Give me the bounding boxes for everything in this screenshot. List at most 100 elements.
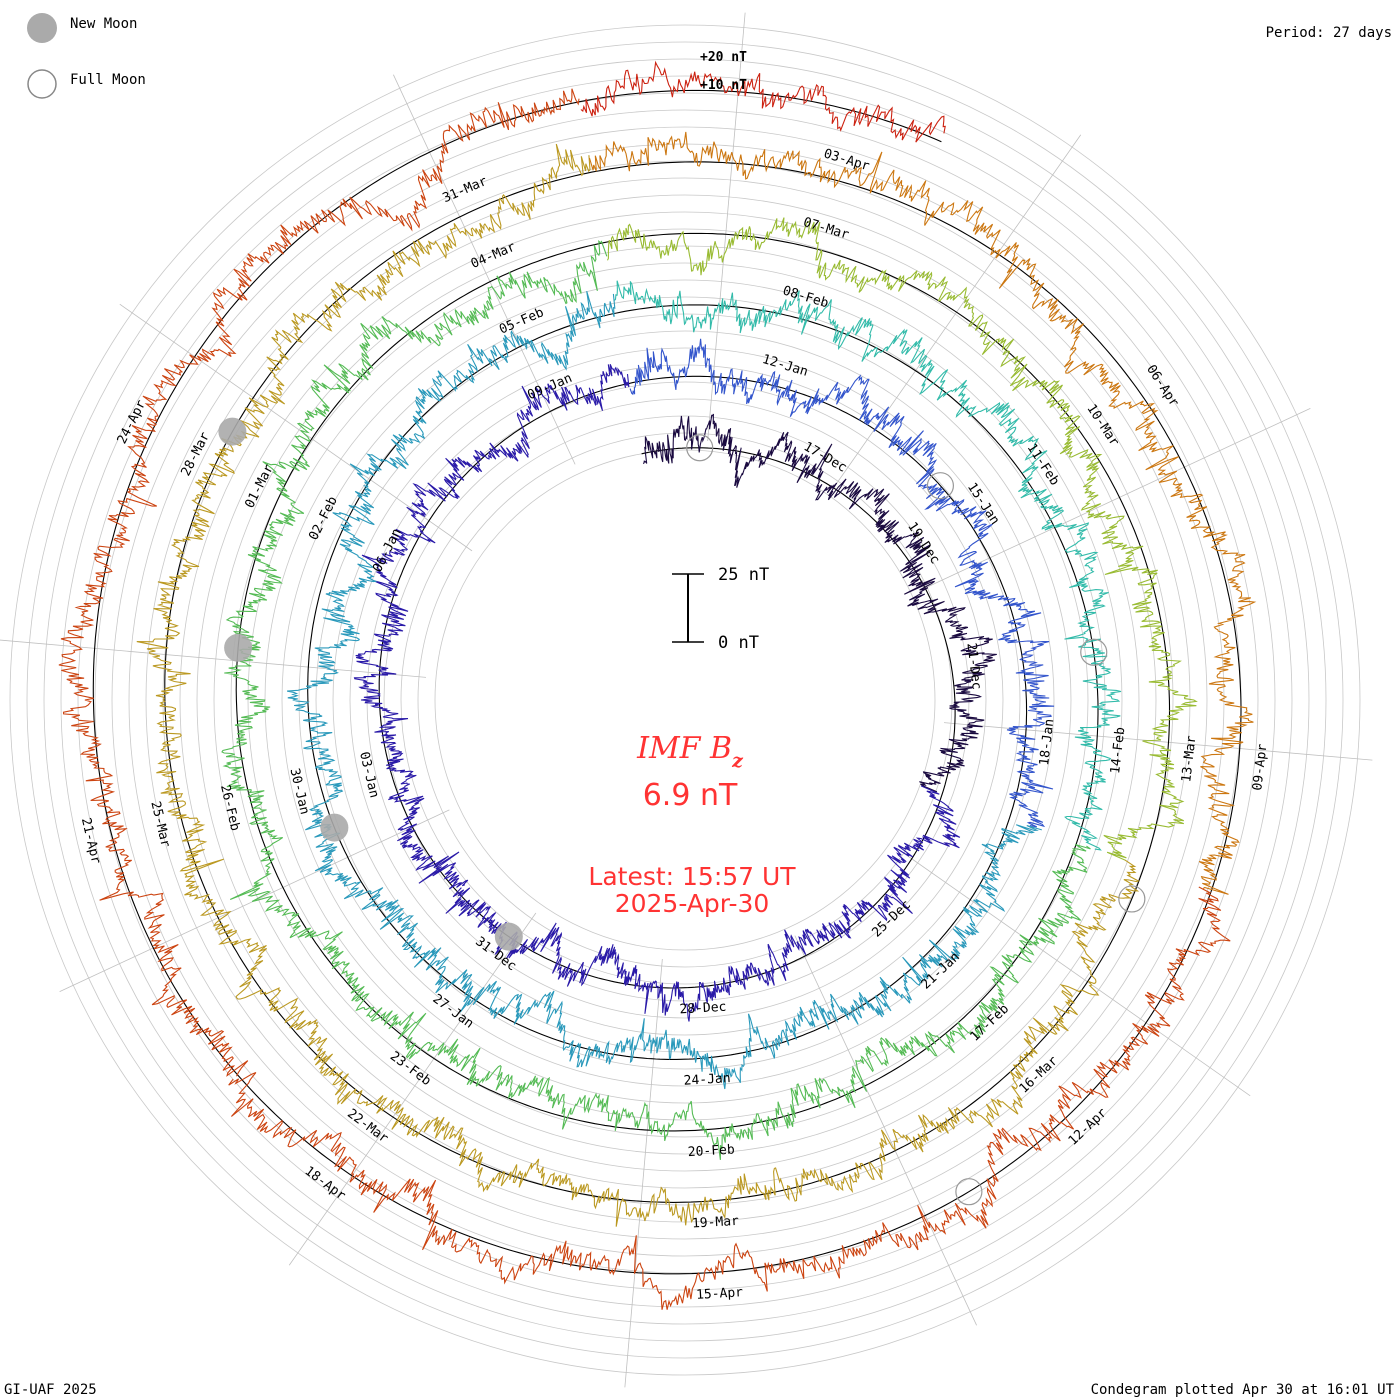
radial-spokes bbox=[0, 12, 1373, 1388]
full-moon-marker bbox=[1080, 638, 1108, 666]
zero-baseline-spiral bbox=[92, 89, 1242, 1275]
polar-grid bbox=[9, 24, 1361, 1376]
grid-spoke bbox=[119, 303, 473, 552]
date-label: 04-Mar bbox=[469, 239, 518, 271]
grid-circle bbox=[179, 194, 1191, 1206]
grid-circle bbox=[230, 245, 1140, 1155]
full-moon-marker bbox=[955, 1178, 983, 1206]
bz-trace-segment bbox=[401, 824, 1042, 1090]
bz-series bbox=[58, 60, 1257, 1310]
grid-circle bbox=[417, 432, 953, 968]
scale-label-plus10: +10 nT bbox=[700, 78, 747, 93]
grid-circle bbox=[247, 262, 1123, 1138]
center-title-subscript: z bbox=[731, 750, 744, 772]
grid-circle bbox=[264, 279, 1106, 1121]
date-label: 06-Apr bbox=[1143, 362, 1181, 410]
bz-trace-segment bbox=[293, 859, 1140, 1227]
date-label: 09-Apr bbox=[1250, 743, 1270, 792]
period-label: Period: 27 days bbox=[1266, 25, 1392, 41]
new-moon-marker bbox=[494, 922, 523, 951]
new-moon-legend-icon bbox=[27, 13, 57, 43]
bz-trace-segment bbox=[347, 843, 1091, 1160]
grid-spoke bbox=[707, 12, 746, 442]
grid-circle bbox=[43, 58, 1327, 1342]
date-label: 25-Mar bbox=[147, 800, 172, 849]
footer-plotted: Condegram plotted Apr 30 at 16:01 UT bbox=[1091, 1382, 1395, 1398]
date-label: 07-Mar bbox=[801, 215, 850, 243]
baseline-spiral-path bbox=[92, 89, 1242, 1275]
bz-trace-segment bbox=[629, 338, 1055, 828]
bz-trace-segment bbox=[228, 886, 1231, 1310]
date-label: 21-Dec bbox=[963, 642, 983, 690]
date-label: 15-Jan bbox=[964, 480, 1002, 527]
center-title: IMF Bz bbox=[636, 731, 744, 772]
grid-circle bbox=[26, 41, 1344, 1359]
new-moon-marker bbox=[218, 417, 247, 446]
date-label: 10-Mar bbox=[1083, 402, 1121, 450]
bz-trace-segment bbox=[606, 217, 1198, 861]
grid-spoke bbox=[288, 912, 537, 1266]
grid-circle bbox=[60, 75, 1310, 1325]
new-moon-legend-label: New Moon bbox=[70, 16, 137, 32]
footer-credit: GI-UAF 2025 bbox=[4, 1382, 97, 1398]
center-value: 6.9 nT bbox=[643, 778, 738, 813]
new-moon-marker bbox=[320, 813, 349, 842]
date-label: 13-Mar bbox=[1179, 735, 1199, 784]
center-title-main: IMF B bbox=[636, 731, 732, 766]
scale-bar-top-label: 25 nT bbox=[718, 565, 769, 585]
grid-circle bbox=[315, 330, 1055, 1070]
grid-circle bbox=[111, 126, 1259, 1274]
date-label: 28-Dec bbox=[679, 1000, 727, 1018]
date-label: 28-Mar bbox=[179, 430, 214, 479]
grid-circle bbox=[213, 228, 1157, 1172]
date-label: 15-Apr bbox=[696, 1285, 744, 1303]
grid-circle bbox=[298, 313, 1072, 1087]
date-label: 26-Feb bbox=[217, 783, 242, 832]
bz-trace-segment bbox=[580, 60, 946, 143]
grid-circle bbox=[77, 92, 1293, 1308]
scale-bar: 25 nT 0 nT bbox=[672, 565, 769, 653]
grid-spoke bbox=[393, 74, 576, 465]
bz-trace-segment bbox=[353, 363, 630, 890]
date-label: 03-Jan bbox=[356, 750, 381, 799]
grid-spoke bbox=[920, 408, 1311, 591]
date-label: 30-Jan bbox=[286, 767, 311, 816]
grid-spoke bbox=[624, 958, 663, 1388]
bz-trace-segment bbox=[445, 785, 961, 1022]
bz-trace-segment bbox=[614, 280, 1122, 851]
date-label: 14-Feb bbox=[1108, 726, 1128, 775]
moon-legend: New Moon Full Moon bbox=[27, 13, 146, 99]
bz-trace-segment bbox=[136, 143, 591, 1029]
date-label: 17-Dec bbox=[801, 439, 849, 475]
grid-spoke bbox=[897, 848, 1251, 1097]
grid-spoke bbox=[0, 639, 427, 678]
scale-label-plus20: +20 nT bbox=[700, 50, 747, 65]
date-label: 24-Apr bbox=[115, 398, 150, 447]
grid-circle bbox=[281, 296, 1089, 1104]
grid-circle bbox=[128, 143, 1242, 1257]
full-moon-legend-label: Full Moon bbox=[70, 72, 146, 88]
date-label: 18-Jan bbox=[1037, 718, 1057, 766]
full-moon-marker bbox=[686, 434, 714, 462]
grid-circle bbox=[434, 449, 936, 951]
date-label: 11-Feb bbox=[1024, 441, 1062, 489]
grid-circle bbox=[196, 211, 1174, 1189]
full-moon-marker bbox=[926, 472, 955, 500]
date-label: 20-Feb bbox=[687, 1142, 735, 1160]
latest-date: 2025-Apr-30 bbox=[615, 889, 770, 918]
bz-trace-segment bbox=[58, 88, 580, 1077]
date-label: 05-Feb bbox=[497, 305, 546, 337]
scale-bar-bottom-label: 0 nT bbox=[718, 633, 759, 653]
grid-circle bbox=[9, 24, 1361, 1376]
full-moon-marker bbox=[1118, 885, 1146, 913]
new-moon-marker bbox=[224, 633, 253, 662]
date-label: 24-Jan bbox=[683, 1071, 731, 1089]
bz-trace-segment bbox=[642, 413, 997, 793]
grid-spoke bbox=[794, 935, 977, 1326]
full-moon-legend-icon bbox=[27, 69, 57, 99]
grid-circle bbox=[383, 398, 987, 1002]
grid-circle bbox=[145, 160, 1225, 1240]
moon-markers bbox=[218, 417, 1146, 1206]
grid-spoke bbox=[943, 722, 1373, 761]
